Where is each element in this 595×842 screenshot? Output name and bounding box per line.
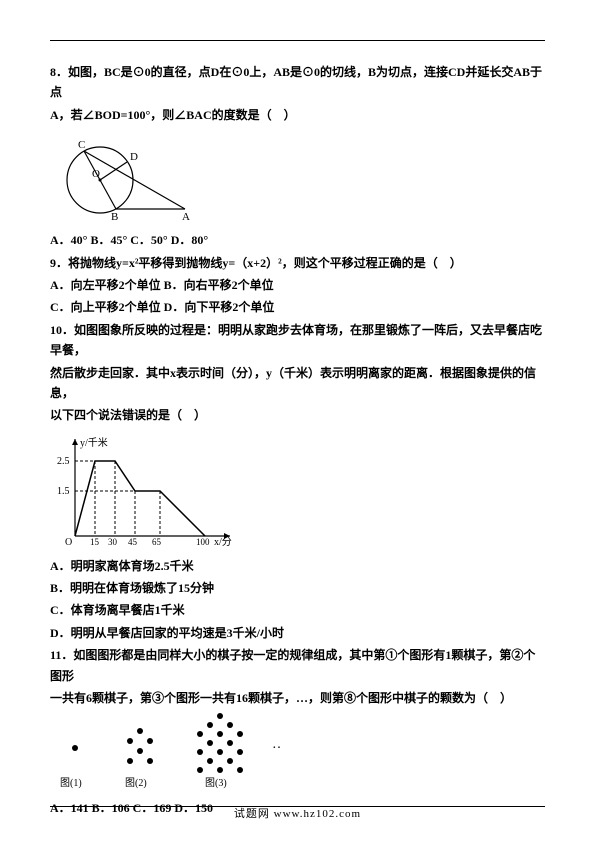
q10-stem-ln1: 10．如图图象所反映的过程是：明明从家跑步去体育场，在那里锻炼了一阵后，又去早餐… bbox=[50, 320, 545, 361]
q10-opt-D: D．明明从早餐店回家的平均速是3千米/小时 bbox=[50, 623, 545, 643]
q10-x-65: 65 bbox=[152, 537, 162, 547]
q9-opts-ln2: C．向上平移2个单位 D．向下平移2个单位 bbox=[50, 297, 545, 317]
q11-stem-ln2: 一共有6颗棋子，第③个图形一共有16颗棋子，…，则第⑧个图形中棋子的颗数为（ ） bbox=[50, 688, 545, 708]
q10-stem-ln3: 以下四个说法错误的是（ ） bbox=[50, 405, 545, 425]
q10-x-45: 45 bbox=[128, 537, 138, 547]
q10-O: O bbox=[65, 537, 72, 548]
q10-stem-ln2: 然后散步走回家．其中x表示时间（分），y（千米）表示明明离家的距离．根据图象提供… bbox=[50, 363, 545, 404]
q8-options: A．40° B．45° C．50° D．80° bbox=[50, 230, 545, 250]
q8-stem-ln2: A，若∠BOD=100°，则∠BAC的度数是（ ） bbox=[50, 105, 545, 125]
q10-x-30: 30 bbox=[108, 537, 118, 547]
q10-x-100: 100 bbox=[196, 537, 210, 547]
q8-O-label: O bbox=[92, 168, 100, 180]
q8-B-label: B bbox=[111, 211, 118, 223]
q10-ylabel: y/千米 bbox=[80, 436, 108, 449]
svg-text:…: … bbox=[272, 737, 280, 752]
q10-opt-B: B．明明在体育场锻炼了15分钟 bbox=[50, 578, 545, 598]
q8-figure: O C D B A bbox=[50, 130, 545, 225]
q8-A-label: A bbox=[182, 211, 190, 223]
q11-figure: … 图(1) 图(2) 图(3) bbox=[50, 713, 545, 793]
q10-opt-A: A．明明家离体育场2.5千米 bbox=[50, 556, 545, 576]
q10-xlabel: x/分 bbox=[214, 536, 232, 548]
q8-C-label: C bbox=[78, 139, 85, 151]
q10-y-1p5: 1.5 bbox=[57, 486, 70, 497]
footer: 试题网 www.hz102.com bbox=[0, 805, 595, 824]
q10-opt-C: C．体育场离早餐店1千米 bbox=[50, 600, 545, 620]
q11-stem-ln1: 11．如图图形都是由同样大小的棋子按一定的规律组成，其中第①个图形有1颗棋子，第… bbox=[50, 645, 545, 686]
q8-stem-ln1: 8．如图，BC是⊙0的直径，点D在⊙0上，AB是⊙0的切线，B为切点，连接CD并… bbox=[50, 62, 545, 103]
top-rule bbox=[50, 40, 545, 41]
q10-y-2p5: 2.5 bbox=[57, 456, 70, 467]
q11-fig1-label: 图(1) bbox=[60, 777, 82, 789]
q10-figure: y/千米 2.5 1.5 O 15 30 45 65 100 x/分 bbox=[50, 431, 545, 551]
q10-x-15: 15 bbox=[90, 537, 100, 547]
q9-opts-ln1: A．向左平移2个单位 B．向右平移2个单位 bbox=[50, 275, 545, 295]
q11-fig3-label: 图(3) bbox=[205, 777, 227, 789]
q8-D-label: D bbox=[130, 151, 138, 163]
q9-stem: 9．将抛物线y=x²平移得到抛物线y=（x+2）²，则这个平移过程正确的是（ ） bbox=[50, 253, 545, 273]
q11-fig2-label: 图(2) bbox=[125, 777, 147, 789]
